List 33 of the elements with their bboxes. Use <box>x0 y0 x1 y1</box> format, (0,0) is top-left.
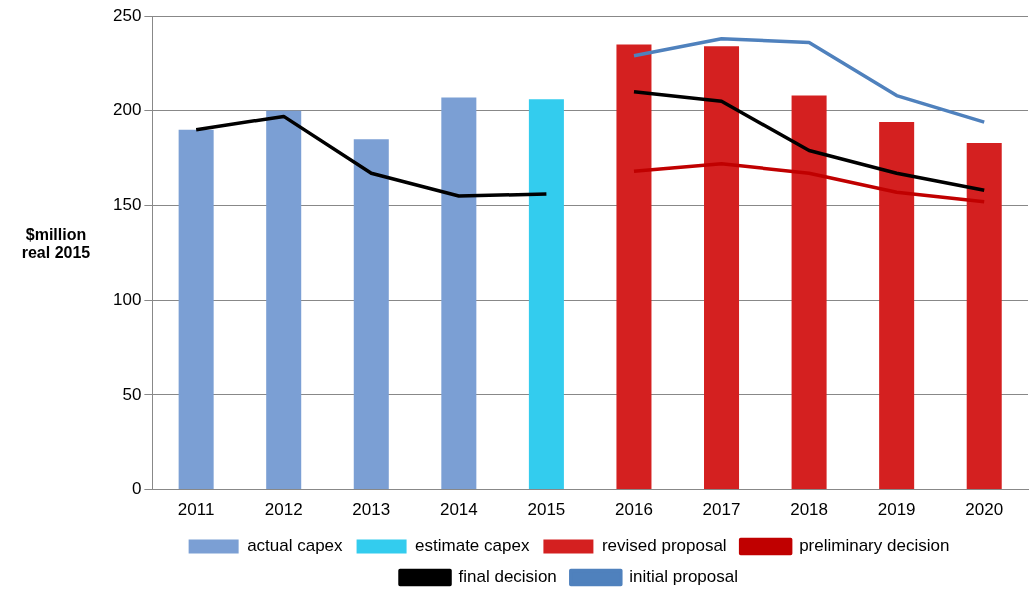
y-tick-label: 150 <box>112 195 142 215</box>
bar <box>528 99 564 490</box>
legend-label: revised proposal <box>601 536 727 556</box>
legend-label: final decision <box>458 567 557 587</box>
legend-label: preliminary decision <box>799 536 950 556</box>
y-tick-label: 250 <box>112 5 142 25</box>
legend-label: estimate capex <box>415 536 530 556</box>
bar <box>178 129 214 490</box>
x-tick-label: 2012 <box>264 500 303 520</box>
x-tick-label: 2017 <box>702 500 741 520</box>
x-tick-label: 2016 <box>615 500 653 520</box>
bar <box>353 139 389 490</box>
y-tick-label: 100 <box>112 289 142 309</box>
x-tick-label: 2015 <box>527 500 566 520</box>
x-tick-label: 2013 <box>352 500 391 520</box>
legend-label: actual capex <box>247 536 344 556</box>
bar <box>616 44 652 490</box>
bar <box>441 97 477 490</box>
legend-label: initial proposal <box>629 567 738 587</box>
y-tick-label: 50 <box>122 384 142 404</box>
x-tick-label: 2011 <box>177 500 215 520</box>
y-tick-label: 0 <box>131 479 142 499</box>
x-tick-label: 2014 <box>439 500 478 520</box>
bar <box>966 142 1002 490</box>
x-tick-label: 2020 <box>965 500 1004 520</box>
bar <box>879 122 915 490</box>
y-tick-label: 200 <box>112 100 142 120</box>
x-tick-label: 2018 <box>790 500 829 520</box>
bar <box>704 46 740 490</box>
y-axis-title: $million real 2015 <box>20 226 92 262</box>
x-tick-label: 2019 <box>877 500 916 520</box>
bar <box>266 110 302 490</box>
bar <box>791 95 827 490</box>
